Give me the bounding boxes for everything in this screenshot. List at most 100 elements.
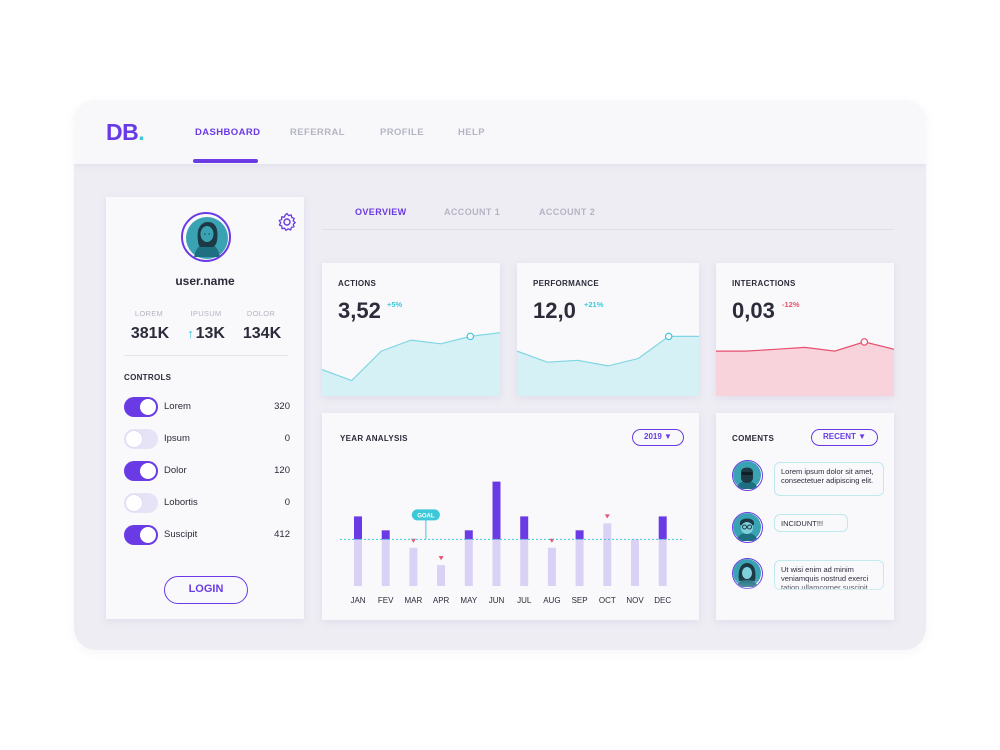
stat-value: 134K [242,325,282,342]
below-goal-marker [438,556,444,561]
nav-help[interactable]: HELP [458,127,485,138]
comment-bubble: Lorem ipsum dolor sit amet, consectetuer… [774,462,884,496]
metric-delta: -12% [782,300,800,309]
man-glasses-icon [733,513,761,541]
divider [124,355,288,356]
gear-icon[interactable] [277,212,297,232]
user-avatar[interactable] [181,212,231,262]
metric-title: INTERACTIONS [732,279,796,288]
control-value: 120 [274,465,290,476]
control-label: Lorem [164,401,191,412]
man-sunglasses-icon [733,461,761,489]
sparkline-marker [466,332,475,341]
month-label: JAN [350,596,365,605]
stat-value: 381K [130,325,170,342]
stat-value: 13K [195,325,225,342]
month-label: MAR [405,596,423,605]
interactions-sparkline [716,338,894,396]
metric-value: 3,52 [338,298,381,323]
control-label: Dolor [164,465,187,476]
triangle-down-icon: ▼ [858,432,867,441]
stat-lorem: LOREM 381K [119,309,179,343]
bar-fev-base [381,539,390,586]
month-label: JUN [489,596,505,605]
nav-dashboard[interactable]: DASHBOARD [195,127,261,138]
metric-value: 0,03 [732,298,775,323]
bar-jan[interactable] [354,516,362,540]
bar-aug[interactable] [547,547,556,586]
metric-title: ACTIONS [338,279,377,288]
toggle-suscipit[interactable] [124,525,158,545]
comments-title: COMENTS [732,434,775,443]
nav-profile[interactable]: PROFILE [380,127,424,138]
tab-account-2[interactable]: ACCOUNT 2 [539,207,596,217]
bar-dec[interactable] [658,516,667,540]
bar-sep-base [575,539,584,586]
toggle-lorem[interactable] [124,397,158,417]
month-label: APR [433,596,450,605]
year-analysis-card: YEAR ANALYSIS 2019 ▼ JAN FEV MAR APR MAY JUN J… [322,413,699,620]
recent-filter-select[interactable]: RECENT ▼ [811,429,878,446]
stat-label: IPUSUM [190,309,222,318]
login-button[interactable]: LOGIN [164,576,248,604]
year-bar-chart: JAN FEV MAR APR MAY JUN JUL AUG SEP OCT NOV DEC GOAL [340,481,684,605]
stat-label: DOLOR [246,309,276,318]
comments-fade [716,578,894,620]
month-label: JUL [517,596,532,605]
bar-dec-base [658,539,667,586]
man-glasses-avatar[interactable] [732,512,763,543]
goal-label: GOAL [417,513,435,519]
bar-nov-base [631,539,639,586]
top-navigation-bar: DB. DASHBOARD REFERRAL PROFILE HELP [74,100,926,164]
bar-jul[interactable] [520,516,529,540]
tab-overview[interactable]: OVERVIEW [355,207,407,217]
month-label: DEC [654,596,671,605]
below-goal-marker [604,514,610,519]
dashboard-window: DB. DASHBOARD REFERRAL PROFILE HELP user… [74,100,926,650]
metric-card-actions[interactable]: ACTIONS 3,52 +5% [322,263,500,396]
logo[interactable]: DB. [106,119,145,145]
tabs-divider [322,229,894,230]
bar-fev[interactable] [381,530,390,540]
year-analysis-title: YEAR ANALYSIS [340,434,408,443]
month-label: SEP [572,596,588,605]
control-value: 412 [274,529,290,540]
bar-oct[interactable] [603,523,612,586]
control-row-dolor: Dolor 120 [124,461,290,481]
control-label: Lobortis [164,497,198,508]
actions-sparkline [322,332,500,396]
profile-card: user.name LOREM 381K IPUSUM ↑ 13K DOLOR 1… [106,197,304,619]
nav-active-indicator [193,159,258,163]
control-row-lobortis: Lobortis 0 [124,493,290,513]
toggle-dolor[interactable] [124,461,158,481]
toggle-lobortis[interactable] [124,493,158,513]
sparkline-area [716,341,894,396]
control-value: 0 [284,433,290,444]
sparkline-marker [860,338,869,346]
control-row-ipsum: Ipsum 0 [124,429,290,449]
control-value: 0 [284,497,290,508]
toggle-ipsum[interactable] [124,429,158,449]
bar-sep[interactable] [575,530,584,540]
controls-title: CONTROLS [124,373,172,382]
sparkline-marker [664,332,673,341]
tab-account-1[interactable]: ACCOUNT 1 [444,207,501,217]
bar-jun[interactable] [492,481,501,540]
bar-may-base [464,539,473,586]
control-value: 320 [274,401,290,412]
metric-card-performance[interactable]: PERFORMANCE 12,0 +21% [517,263,699,396]
user-avatar-icon [186,217,228,259]
bar-may[interactable] [464,530,473,540]
bar-mar[interactable] [409,547,418,586]
year-select[interactable]: 2019 ▼ [632,429,684,446]
trend-up-icon: ↑ [187,326,194,341]
control-row-lorem: Lorem 320 [124,397,290,417]
bar-apr[interactable] [437,565,446,586]
stat-label: LOREM [134,309,164,318]
man-sunglasses-avatar[interactable] [732,460,763,491]
control-label: Suscipit [164,529,198,540]
stat-ipusum: IPUSUM ↑ 13K [176,309,236,343]
month-label: FEV [378,596,394,605]
metric-card-interactions[interactable]: INTERACTIONS 0,03 -12% [716,263,894,396]
nav-referral[interactable]: REFERRAL [290,127,345,138]
